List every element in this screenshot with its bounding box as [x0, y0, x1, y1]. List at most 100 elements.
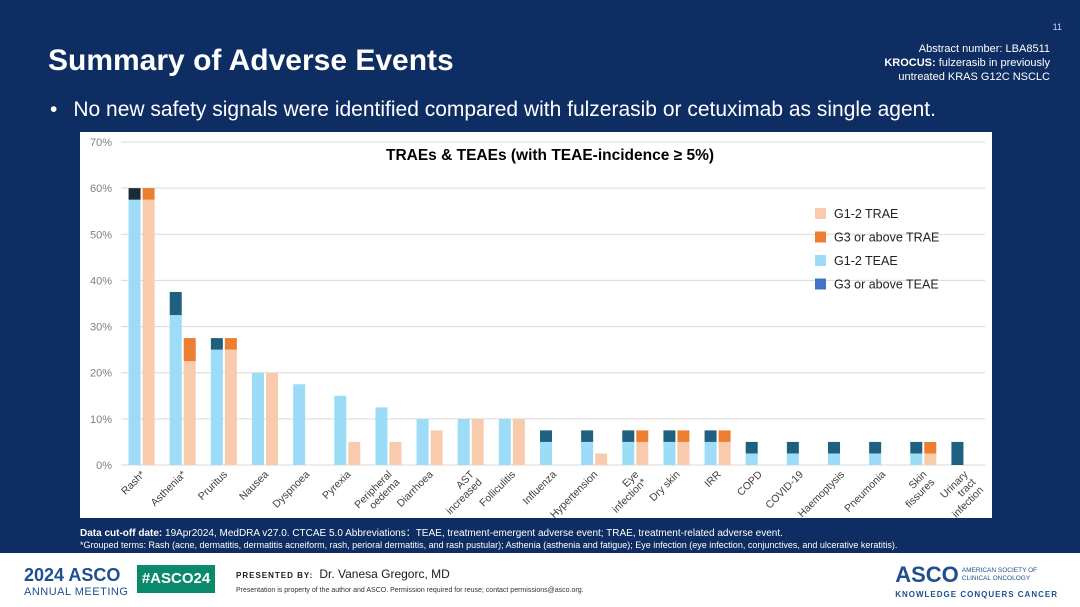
- category-label-line: Dyspnoea: [270, 469, 312, 511]
- legend-label: G1-2 TRAE: [834, 207, 898, 221]
- bar-g3-teae: [951, 441, 964, 465]
- bar-g12-teae: [745, 453, 758, 465]
- category-label: Influenza: [520, 469, 559, 508]
- bar-g12-teae: [252, 372, 264, 465]
- bar-g12-teae: [293, 384, 306, 465]
- category-label: Dry skin: [647, 469, 682, 504]
- bar-g3-teae: [910, 441, 923, 454]
- legend-label: G3 or above TEAE: [834, 278, 939, 292]
- bar-g3-teae: [745, 441, 758, 454]
- category-label: Pneumonia: [842, 469, 888, 515]
- category-label-line: Diarrhoea: [395, 469, 436, 510]
- category-label-line: Influenza: [520, 469, 559, 508]
- bar-g12-teae: [869, 453, 882, 465]
- bar-g12-teae: [128, 199, 141, 465]
- bar-g12-teae: [210, 349, 223, 465]
- abstract-info: Abstract number: LBA8511 KROCUS: fulzera…: [884, 42, 1050, 84]
- bar-g12-teae: [498, 418, 511, 465]
- legend-label: G3 or above TRAE: [834, 231, 939, 245]
- category-label-line: COPD: [735, 468, 765, 498]
- presenter-info: PRESENTED BY: Dr. Vanesa Gregorc, MD: [236, 567, 450, 581]
- bar-g3-trae: [142, 188, 155, 200]
- bar-g12-teae: [663, 441, 676, 465]
- bar-g3-teae: [128, 188, 141, 200]
- bar-g12-trae: [183, 361, 196, 465]
- y-tick-label: 10%: [90, 414, 112, 426]
- y-tick-label: 0%: [96, 460, 112, 472]
- category-label: Pruritus: [196, 469, 230, 503]
- asco-society-logo: ASCO AMERICAN SOCIETY OF CLINICAL ONCOLOGY…: [895, 562, 1058, 599]
- bar-g3-teae: [169, 291, 182, 316]
- bar-g3-trae: [224, 338, 237, 350]
- y-tick-label: 40%: [90, 275, 112, 287]
- y-tick-label: 30%: [90, 322, 112, 334]
- bar-g12-teae: [375, 407, 388, 465]
- tagline: KNOWLEDGE CONQUERS CANCER: [895, 590, 1058, 599]
- category-label-line: Pruritus: [196, 469, 230, 503]
- bar-g3-teae: [210, 338, 223, 350]
- bar-g12-teae: [169, 315, 182, 465]
- footer: 2024 ASCO ANNUAL MEETING #ASCO24 PRESENT…: [0, 553, 1080, 607]
- category-label: Asthenia*: [149, 469, 189, 509]
- category-label: COPD: [735, 468, 765, 498]
- category-label: ASTincreased: [436, 468, 485, 517]
- legend-label: G1-2 TEAE: [834, 254, 898, 268]
- category-label-line: Nausea: [237, 469, 271, 503]
- presenter-name: Dr. Vanesa Gregorc, MD: [319, 567, 450, 581]
- bar-g12-trae: [224, 349, 237, 465]
- bar-g12-teae: [910, 453, 923, 465]
- category-label-line: COVID-19: [763, 469, 806, 512]
- category-label-line: IRR: [702, 468, 724, 490]
- y-tick-label: 20%: [90, 368, 112, 380]
- adverse-events-chart: 0% 10% 20% 30% 40% 50% 60% 70% TRAEs & TEAEs (wi…: [90, 137, 986, 518]
- bar-g12-trae: [471, 418, 484, 465]
- category-label-line: Pneumonia: [842, 469, 888, 515]
- presented-by-label: PRESENTED BY:: [236, 571, 314, 580]
- bar-g12-teae: [581, 441, 594, 465]
- bar-g3-trae: [677, 430, 690, 442]
- abstract-study-desc2: untreated KRAS G12C NSCLC: [898, 71, 1050, 83]
- data-cutoff-text: 19Apr2024, MedDRA v27.0. CTCAE 5.0 Abbre…: [162, 528, 783, 539]
- bar-g3-teae: [828, 441, 840, 454]
- bar-g12-trae: [636, 441, 649, 465]
- society-line1: AMERICAN SOCIETY OF: [961, 567, 1038, 574]
- study-desc: fulzerasib in previously: [935, 57, 1050, 69]
- category-label-line: Dry skin: [647, 469, 682, 504]
- bar-g3-trae: [636, 430, 649, 442]
- bar-g3-teae: [622, 430, 635, 442]
- bar-g12-teae: [828, 453, 840, 465]
- category-label: Dyspnoea: [270, 469, 312, 511]
- category-label: Skinfissures: [895, 469, 937, 511]
- bar-g12-teae: [786, 453, 799, 465]
- bar-g12-teae: [457, 418, 470, 465]
- bar-g12-trae: [677, 441, 690, 465]
- hashtag-badge: #ASCO24: [137, 565, 215, 593]
- category-label: Nausea: [237, 469, 271, 503]
- bar-g12-trae: [348, 441, 361, 465]
- bar-g3-teae: [540, 430, 552, 442]
- category-label: COVID-19: [763, 469, 806, 512]
- bar-g12-trae: [142, 199, 155, 465]
- bar-g3-teae: [663, 430, 676, 442]
- bar-g12-trae: [430, 430, 443, 465]
- abstract-study: KROCUS: fulzerasib in previously: [884, 56, 1050, 70]
- bullet-dot: •: [50, 98, 58, 121]
- category-label-line: Folliculitis: [477, 469, 518, 510]
- bullet-text: No new safety signals were identified co…: [73, 98, 936, 121]
- bar-g12-trae: [595, 453, 608, 465]
- chart-container: 0% 10% 20% 30% 40% 50% 60% 70% TRAEs & TEAEs (wi…: [80, 132, 992, 518]
- disclaimer: Presentation is property of the author a…: [236, 587, 584, 594]
- society-line2: CLINICAL ONCOLOGY: [961, 575, 1031, 582]
- legend-swatch: [815, 231, 826, 243]
- legend-swatch: [815, 208, 826, 219]
- bar-g3-trae: [183, 338, 196, 362]
- bar-g3-trae: [718, 430, 731, 442]
- society-name: AMERICAN SOCIETY OF CLINICAL ONCOLOGY: [962, 567, 1037, 583]
- category-label-line: Rash*: [119, 469, 148, 498]
- category-label: IRR: [702, 468, 724, 490]
- bar-g3-teae: [704, 430, 717, 442]
- study-name: KROCUS:: [884, 57, 936, 69]
- category-label: Diarrhoea: [395, 469, 436, 510]
- asco-logo-text: ASCO: [895, 562, 959, 587]
- asco-annual-meeting-logo: 2024 ASCO ANNUAL MEETING: [24, 565, 128, 598]
